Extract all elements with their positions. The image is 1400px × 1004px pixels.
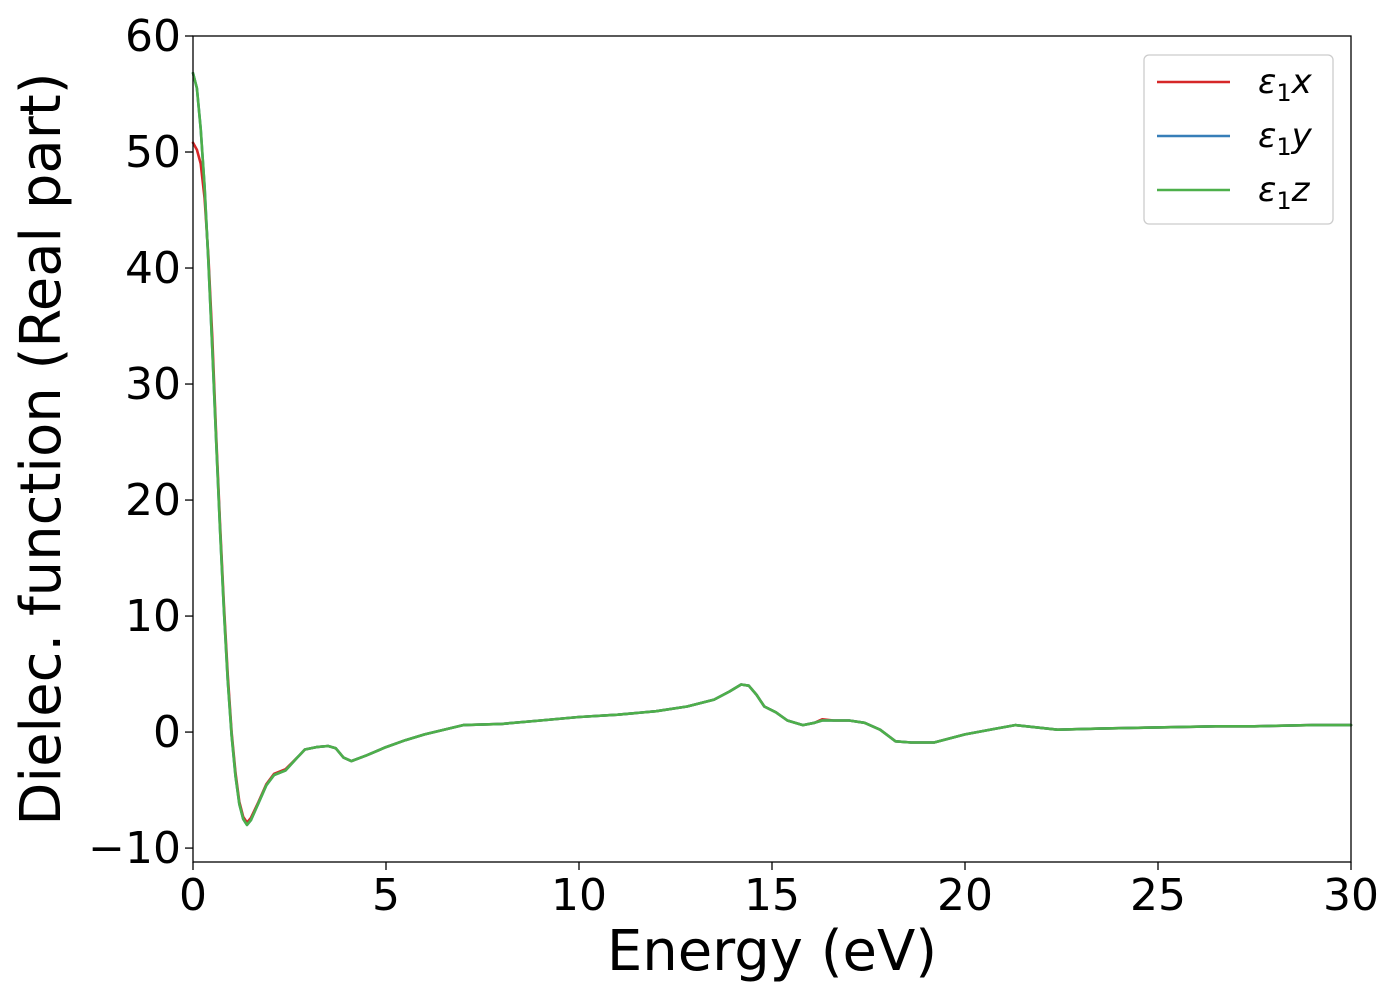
y-tick-label: 50 bbox=[125, 127, 181, 178]
y-tick-label: 40 bbox=[125, 243, 181, 294]
x-tick-label: 10 bbox=[551, 870, 607, 921]
x-axis-label: Energy (eV) bbox=[607, 919, 937, 984]
legend-label-z: ε1z bbox=[1258, 170, 1311, 215]
y-tick-label: 60 bbox=[125, 11, 181, 62]
y-tick-label: 10 bbox=[125, 591, 181, 642]
x-tick-label: 20 bbox=[937, 870, 993, 921]
y-axis-label: Dielec. function (Real part) bbox=[9, 72, 74, 825]
y-tick-label: −10 bbox=[88, 823, 181, 874]
y-tick-label: 20 bbox=[125, 475, 181, 526]
x-tick-label: 5 bbox=[372, 870, 400, 921]
x-tick-label: 0 bbox=[179, 870, 207, 921]
legend-label-x: ε1x bbox=[1258, 62, 1313, 107]
x-axis-ticks: 0 5 10 15 20 25 30 bbox=[179, 862, 1379, 921]
legend-box bbox=[1143, 54, 1334, 225]
x-tick-label: 30 bbox=[1323, 870, 1379, 921]
y-tick-label: 30 bbox=[125, 359, 181, 410]
y-tick-label: 0 bbox=[153, 707, 181, 758]
x-tick-label: 15 bbox=[744, 870, 800, 921]
legend-label-y: ε1y bbox=[1258, 116, 1313, 161]
y-axis-ticks: −10 0 10 20 30 40 50 60 bbox=[88, 11, 193, 874]
series-layer bbox=[191, 71, 1353, 827]
x-tick-label: 25 bbox=[1130, 870, 1186, 921]
series-line-z bbox=[191, 71, 1353, 827]
legend: ε1x ε1y ε1z bbox=[1143, 54, 1334, 225]
plot-frame bbox=[192, 35, 1352, 863]
